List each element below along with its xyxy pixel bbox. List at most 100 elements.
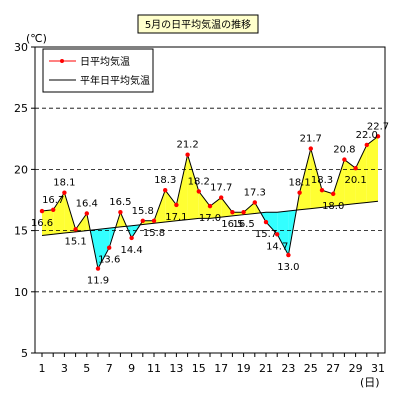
data-point [331, 191, 336, 197]
fill-segment [322, 190, 334, 208]
data-label: 17.7 [210, 183, 232, 194]
fill-segment [42, 209, 54, 236]
data-point [275, 232, 280, 237]
series-line-1 [41, 200, 379, 236]
data-point [342, 157, 347, 162]
data-point [163, 188, 168, 193]
data-label: 16.4 [76, 198, 98, 209]
data-label: 16.6 [31, 218, 53, 229]
data-label: 20.8 [333, 145, 355, 156]
data-point [207, 203, 213, 209]
data-point [241, 210, 246, 215]
x-tick-label: 7 [106, 362, 113, 375]
data-point [196, 189, 201, 194]
data-point [185, 152, 190, 157]
fill-segment [198, 191, 210, 219]
x-tick-label: 13 [169, 362, 183, 375]
x-tick-label: 25 [304, 362, 318, 375]
y-tick-label: 10 [14, 286, 28, 299]
data-point [364, 142, 369, 148]
chart-title: 5月の日平均気温の推移 [145, 18, 251, 31]
data-label: 18.3 [154, 175, 176, 186]
data-label: 21.7 [300, 134, 322, 145]
fill-segment [98, 228, 110, 269]
data-point [286, 252, 291, 258]
title-box: 5月の日平均気温の推移 [137, 14, 259, 34]
x-tick-label: 27 [326, 362, 340, 375]
data-point [62, 190, 67, 195]
data-label: 17.0 [199, 213, 221, 224]
fill-segment [277, 211, 289, 256]
data-point [151, 218, 157, 224]
data-point [129, 235, 134, 241]
x-tick-label: 31 [371, 362, 385, 375]
data-point [252, 200, 257, 205]
x-tick-label: 29 [349, 362, 363, 375]
y-tick-label: 20 [14, 163, 28, 176]
fill-segment [53, 192, 65, 235]
x-tick-label: 11 [147, 362, 161, 375]
data-label: 14.4 [120, 245, 142, 256]
data-label: 16.5 [232, 219, 254, 230]
data-point [219, 195, 224, 200]
fill-segment [187, 154, 199, 220]
data-label: 17.3 [244, 187, 266, 198]
x-tick-label: 9 [128, 362, 135, 375]
data-label: 15.8 [132, 206, 154, 217]
data-label: 21.2 [176, 140, 198, 151]
data-label: 13.0 [277, 262, 299, 273]
data-label: 18.0 [322, 201, 344, 212]
x-unit-label: (日) [360, 376, 380, 389]
data-point [297, 190, 302, 195]
data-point [95, 266, 101, 271]
series-points [39, 134, 381, 271]
fill-segment [266, 212, 278, 235]
fill-segment [310, 148, 322, 209]
fill-segment [165, 190, 177, 223]
data-point [319, 188, 325, 193]
fill-segment [210, 197, 222, 219]
x-tick-label: 19 [237, 362, 251, 375]
x-tick-label: 3 [61, 362, 68, 375]
fill-segment [355, 144, 367, 204]
data-label: 16.7 [42, 195, 64, 206]
x-tick-label: 23 [281, 362, 295, 375]
data-label: 15.7 [255, 229, 277, 240]
data-point [263, 219, 269, 225]
data-point [118, 210, 123, 215]
fill-segment [333, 159, 345, 207]
data-label: 20.1 [344, 175, 366, 186]
x-tick-label: 15 [192, 362, 206, 375]
legend-marker-series-0 [60, 59, 64, 63]
legend-label-series-0: 日平均気温 [80, 55, 130, 68]
data-label: 22.0 [356, 130, 378, 141]
legend: 日平均気温 平年日平均気温 [42, 48, 154, 93]
data-label: 18.2 [188, 176, 210, 187]
data-point [353, 165, 358, 171]
data-label: 14.7 [266, 241, 288, 252]
x-tick-label: 21 [259, 362, 273, 375]
x-tick-label: 17 [214, 362, 228, 375]
data-label: 13.6 [98, 255, 120, 266]
x-tick-label: 5 [83, 362, 90, 375]
data-label: 17.1 [165, 212, 187, 223]
data-label: 16.5 [109, 197, 131, 208]
fill-segment [299, 148, 311, 210]
grid-lines [35, 107, 385, 293]
fill-segment [344, 159, 356, 205]
data-point [73, 227, 78, 232]
data-point [308, 146, 313, 151]
y-unit-label: (℃) [26, 32, 47, 45]
data-point [39, 208, 45, 214]
data-label: 18.1 [53, 178, 75, 189]
data-label: 22.7 [367, 121, 389, 132]
data-label: 18.3 [311, 175, 333, 186]
data-label: 15.1 [64, 236, 86, 247]
y-tick-label: 15 [14, 225, 28, 238]
y-tick-label: 25 [14, 102, 28, 115]
data-label: 15.8 [143, 228, 165, 239]
data-label: 18.1 [288, 178, 310, 189]
data-label: 11.9 [87, 276, 109, 287]
